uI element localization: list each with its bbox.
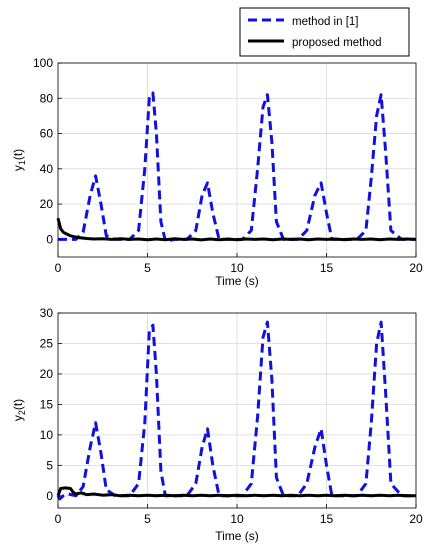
x-tick-label: 20	[409, 512, 423, 526]
plot-y1: 0 5 10 15 20 0 20 40 60 80 100 Time (s) y1(t)	[11, 56, 423, 288]
y-tick-label: 10	[40, 428, 54, 442]
y-tick-label: 0	[46, 489, 53, 503]
y-tick-label: 20	[40, 367, 54, 381]
x-tick-label: 15	[320, 261, 334, 275]
plot-y1-xlabel: Time (s)	[215, 274, 259, 288]
plot-y1-ticks: 0 5 10 15 20 0 20 40 60 80 100	[33, 56, 423, 275]
y-tick-label: 80	[40, 91, 54, 105]
legend-label-method1: method in [1]	[292, 16, 358, 28]
y-tick-label: 25	[40, 336, 54, 350]
plot-y1-series	[56, 91, 417, 243]
series-line-proposed	[56, 486, 416, 498]
plot-y2-ticks: 0 5 10 15 20 0 5 10 15 20 25 30	[40, 306, 423, 526]
plot-y2: 0 5 10 15 20 0 5 10 15 20 25 30 Time (s) y2(t)	[11, 306, 423, 543]
y-tick-label: 40	[40, 162, 54, 176]
plot-y2-ylabel: y2(t)	[11, 399, 27, 421]
legend-label-proposed: proposed method	[292, 37, 382, 49]
y-tick-label: 0	[46, 232, 53, 246]
series-line-proposed	[56, 217, 417, 242]
y-tick-label: 15	[40, 397, 54, 411]
y-tick-label: 20	[40, 197, 54, 211]
x-tick-label: 5	[144, 512, 151, 526]
x-tick-label: 15	[320, 512, 334, 526]
y-tick-label: 60	[40, 127, 54, 141]
x-tick-label: 5	[144, 261, 151, 275]
legend-box	[239, 7, 410, 57]
y-tick-label: 5	[46, 458, 53, 472]
x-tick-label: 0	[55, 512, 62, 526]
x-tick-label: 10	[230, 512, 244, 526]
x-tick-label: 0	[55, 261, 62, 275]
plot-y1-ylabel: y1(t)	[11, 149, 27, 171]
plot-y2-xlabel: Time (s)	[215, 529, 259, 543]
plot-y2-series	[56, 320, 416, 501]
x-tick-label: 20	[409, 261, 423, 275]
y-tick-label: 30	[40, 306, 54, 320]
x-tick-label: 10	[230, 261, 244, 275]
y-tick-label: 100	[33, 56, 53, 70]
legend: method in [1] proposed method	[239, 7, 410, 57]
